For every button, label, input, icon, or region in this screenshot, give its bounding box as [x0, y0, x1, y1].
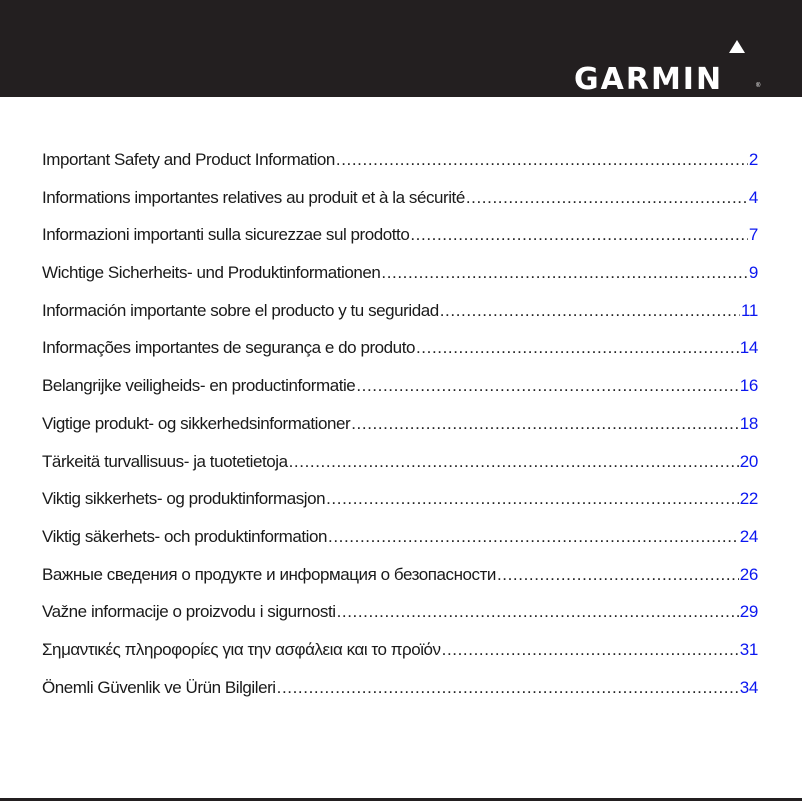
toc-page-number[interactable]: 14 [739, 338, 759, 358]
toc-entry-title: Wichtige Sicherheits- und Produktinforma… [42, 263, 381, 283]
bottom-divider [0, 798, 802, 801]
toc-entry[interactable]: Önemli Güvenlik ve Ürün Bilgileri 34 [42, 678, 758, 716]
toc-page-number[interactable]: 34 [739, 677, 759, 697]
toc-entry[interactable]: Informations importantes relatives au pr… [42, 188, 758, 226]
toc-page-number[interactable]: 24 [739, 526, 759, 546]
toc-page-number[interactable]: 22 [739, 489, 759, 509]
garmin-logo: GARMIN ® [574, 40, 764, 97]
toc-page-number[interactable]: 9 [748, 263, 758, 283]
toc-entry[interactable]: Important Safety and Product Information… [42, 150, 758, 188]
toc-page-number[interactable]: 11 [740, 300, 758, 320]
dot-leader [277, 678, 739, 698]
dot-leader [381, 263, 747, 283]
toc-entry-title: Önemli Güvenlik ve Ürün Bilgileri [42, 677, 276, 697]
toc-page-number[interactable]: 7 [748, 225, 758, 245]
toc-entry-title: Viktig sikkerhets- og produktinformasjon [42, 489, 326, 509]
toc-entry-title: Viktig säkerhets- och produktinformation [42, 526, 328, 546]
toc-entry[interactable]: Viktig sikkerhets- og produktinformasjon… [42, 489, 758, 527]
toc-entry[interactable]: Informazioni importanti sulla sicurezzae… [42, 225, 758, 263]
toc-page-number[interactable]: 16 [739, 376, 759, 396]
registered-mark: ® [756, 83, 761, 89]
toc-entry-title: Información importante sobre el producto… [42, 300, 439, 320]
toc-page-number[interactable]: 29 [739, 602, 759, 622]
dot-leader [466, 188, 748, 208]
logo-triangle-icon [729, 40, 745, 53]
toc-entry[interactable]: Información importante sobre el producto… [42, 301, 758, 339]
logo-text: GARMIN [574, 62, 724, 97]
toc-entry-title: Belangrijke veiligheids- en productinfor… [42, 376, 356, 396]
toc-entry-title: Informações importantes de segurança e d… [42, 338, 415, 358]
toc-entry-title: Informations importantes relatives au pr… [42, 187, 465, 207]
dot-leader [328, 527, 739, 547]
dot-leader [336, 150, 748, 170]
toc-entry[interactable]: Σημαντικές πληροφορίες για την ασφάλεια … [42, 640, 758, 678]
toc-entry-title: Important Safety and Product Information [42, 150, 335, 169]
toc-entry[interactable]: Важные сведения о продукте и информация … [42, 565, 758, 603]
toc-entry-title: Informazioni importanti sulla sicurezzae… [42, 225, 410, 245]
toc-entry-title: Σημαντικές πληροφορίες για την ασφάλεια … [42, 639, 441, 659]
dot-leader [356, 376, 738, 396]
dot-leader [416, 338, 739, 358]
dot-leader [351, 414, 738, 434]
toc-entry-title: Vigtige produkt- og sikkerhedsinformatio… [42, 413, 351, 433]
toc-page-number[interactable]: 20 [739, 451, 759, 471]
toc-entry[interactable]: Viktig säkerhets- och produktinformation… [42, 527, 758, 565]
toc-page-number[interactable]: 4 [748, 187, 758, 207]
toc-page-number[interactable]: 31 [739, 639, 759, 659]
toc-entry[interactable]: Belangrijke veiligheids- en productinfor… [42, 376, 758, 414]
toc-entry[interactable]: Vigtige produkt- og sikkerhedsinformatio… [42, 414, 758, 452]
toc-page-number[interactable]: 26 [739, 564, 759, 584]
toc-entry-title: Важные сведения о продукте и информация … [42, 564, 496, 584]
dot-leader [410, 225, 748, 245]
dot-leader [326, 489, 739, 509]
toc-entry[interactable]: Wichtige Sicherheits- und Produktinforma… [42, 263, 758, 301]
dot-leader [440, 301, 740, 321]
dot-leader [497, 565, 739, 585]
toc-page-number[interactable]: 18 [739, 413, 759, 433]
dot-leader [442, 640, 739, 660]
dot-leader [289, 452, 739, 472]
toc-entry[interactable]: Tärkeitä turvallisuus- ja tuotetietoja 20 [42, 452, 758, 490]
table-of-contents: Important Safety and Product Information… [42, 150, 758, 715]
toc-entry[interactable]: Važne informacije o proizvodu i sigurnos… [42, 602, 758, 640]
dot-leader [337, 602, 739, 622]
toc-entry-title: Važne informacije o proizvodu i sigurnos… [42, 602, 336, 622]
toc-entry[interactable]: Informações importantes de segurança e d… [42, 338, 758, 376]
toc-entry-title: Tärkeitä turvallisuus- ja tuotetietoja [42, 451, 288, 471]
toc-page-number[interactable]: 2 [748, 150, 758, 169]
header-bar: GARMIN ® [0, 0, 802, 97]
